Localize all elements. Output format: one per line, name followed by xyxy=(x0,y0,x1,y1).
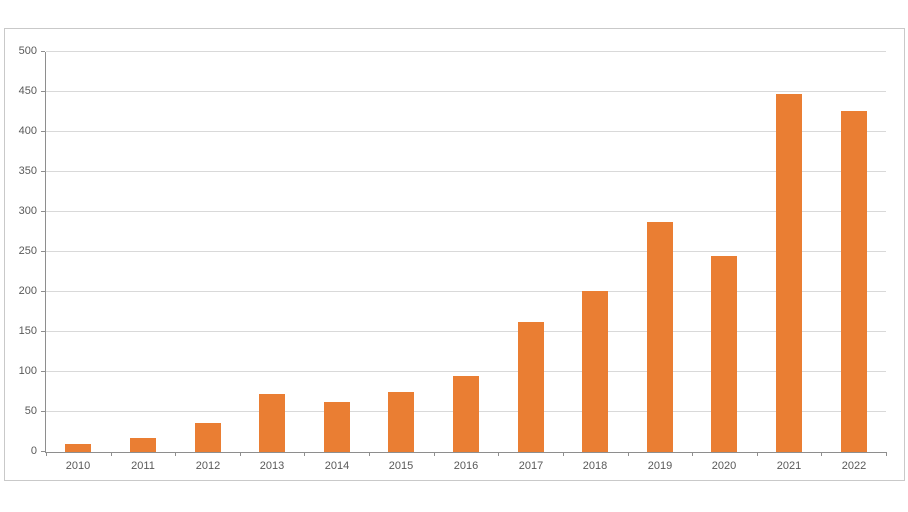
x-axis-category-label: 2013 xyxy=(259,460,285,472)
x-axis-category-label: 2021 xyxy=(776,460,802,472)
bar-2015 xyxy=(388,392,414,452)
x-axis-tick xyxy=(563,452,564,456)
gridline xyxy=(46,51,886,52)
x-axis-tick xyxy=(240,452,241,456)
y-axis-tick-label: 0 xyxy=(30,445,37,457)
y-axis-tick xyxy=(41,331,45,332)
y-axis-tick xyxy=(41,371,45,372)
x-axis-tick xyxy=(175,452,176,456)
x-axis-category-label: 2022 xyxy=(841,460,867,472)
x-axis-category-label: 2012 xyxy=(195,460,221,472)
y-axis-tick xyxy=(41,211,45,212)
y-axis-tick xyxy=(41,171,45,172)
x-axis-tick xyxy=(46,452,47,456)
gridline xyxy=(46,291,886,292)
x-axis-category-label: 2016 xyxy=(453,460,479,472)
y-axis-tick xyxy=(41,51,45,52)
bar-2017 xyxy=(518,322,544,452)
y-axis-tick-label: 300 xyxy=(18,205,37,217)
bar-2013 xyxy=(259,394,285,452)
x-axis-category-label: 2011 xyxy=(131,460,155,472)
y-axis-line xyxy=(45,52,46,453)
bar-2011 xyxy=(130,438,156,452)
gridline xyxy=(46,251,886,252)
gridline xyxy=(46,91,886,92)
y-axis-tick-label: 200 xyxy=(18,285,37,297)
y-axis-tick-label: 50 xyxy=(24,405,37,417)
gridline xyxy=(46,371,886,372)
bar-2022 xyxy=(841,111,867,452)
gridline xyxy=(46,131,886,132)
x-axis-tick xyxy=(692,452,693,456)
x-axis-tick xyxy=(369,452,370,456)
bar-chart: 0 50 100 150 200 250 300 350 400 450 500 2010 2011 20… xyxy=(4,28,905,481)
bar-2016 xyxy=(453,376,479,452)
y-axis-tick-label: 150 xyxy=(18,325,37,337)
x-axis-line xyxy=(45,452,886,453)
x-axis-tick xyxy=(111,452,112,456)
y-axis-tick xyxy=(41,451,45,452)
gridline xyxy=(46,211,886,212)
bar-2019 xyxy=(647,222,673,452)
y-axis-tick xyxy=(41,291,45,292)
x-axis-tick xyxy=(886,452,887,456)
y-axis-tick xyxy=(41,131,45,132)
x-axis-category-label: 2019 xyxy=(647,460,673,472)
x-axis-category-label: 2020 xyxy=(711,460,737,472)
x-axis-category-label: 2015 xyxy=(388,460,414,472)
y-axis-tick xyxy=(41,251,45,252)
bar-2014 xyxy=(324,402,350,452)
y-axis-tick-label: 500 xyxy=(18,45,37,57)
y-axis-tick-label: 250 xyxy=(18,245,37,257)
y-axis-tick xyxy=(41,411,45,412)
y-axis-tick-label: 350 xyxy=(18,165,37,177)
bar-2021 xyxy=(776,94,802,452)
bar-2018 xyxy=(582,291,608,452)
x-axis-tick xyxy=(628,452,629,456)
x-axis-category-label: 2017 xyxy=(518,460,544,472)
x-axis-tick xyxy=(498,452,499,456)
x-axis-tick xyxy=(304,452,305,456)
y-axis-tick-label: 450 xyxy=(18,85,37,97)
x-axis-category-label: 2014 xyxy=(324,460,350,472)
x-axis-category-label: 2010 xyxy=(65,460,91,472)
bar-2010 xyxy=(65,444,91,452)
y-axis-tick xyxy=(41,91,45,92)
bar-2012 xyxy=(195,423,221,452)
x-axis-tick xyxy=(434,452,435,456)
y-axis-tick-label: 100 xyxy=(18,365,37,377)
bar-2020 xyxy=(711,256,737,452)
gridline xyxy=(46,331,886,332)
x-axis-tick xyxy=(757,452,758,456)
y-axis-tick-label: 400 xyxy=(18,125,37,137)
x-axis-category-label: 2018 xyxy=(582,460,608,472)
x-axis-tick xyxy=(821,452,822,456)
gridline xyxy=(46,171,886,172)
